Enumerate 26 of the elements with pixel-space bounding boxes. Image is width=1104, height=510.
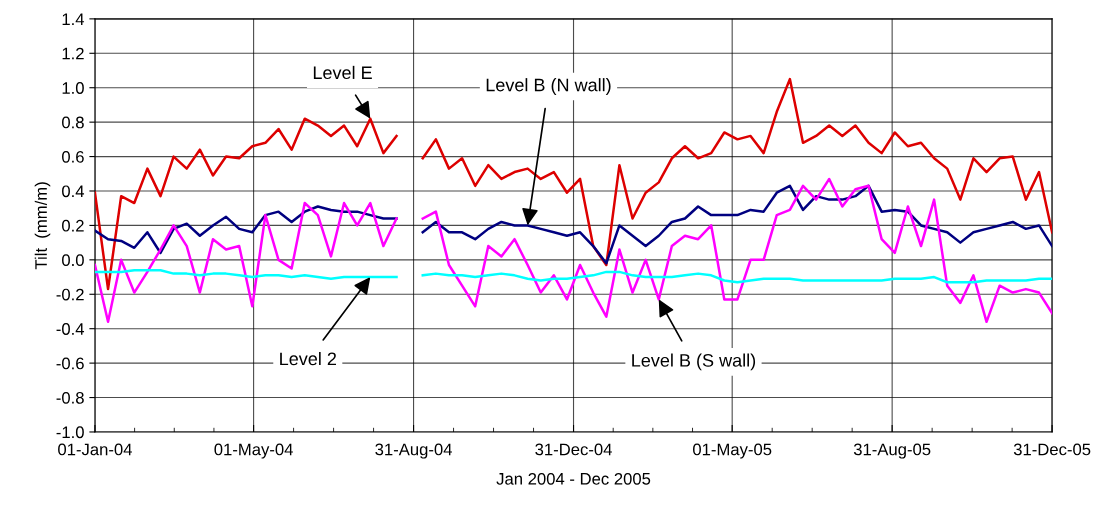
y-tick-label: -0.6 [56, 357, 84, 370]
annotation: Level 2 [280, 351, 336, 366]
y-tick-label: -0.8 [56, 391, 84, 404]
x-tick-label: 01-Jan-04 [58, 443, 132, 456]
annotation: Level B (S wall) [632, 353, 756, 371]
y-tick-label: 1.4 [62, 13, 85, 25]
y-tick-label: 1.2 [62, 47, 84, 60]
y-tick-label: 0.6 [62, 150, 84, 163]
y-tick-label: -0.2 [56, 288, 84, 301]
y-tick-label: -0.4 [56, 323, 85, 335]
annotation: Level B (N wall) [486, 78, 611, 95]
x-tick-label: 01-May-04 [214, 443, 293, 459]
x-tick-label: 31-Aug-05 [853, 443, 931, 459]
x-tick-label: 31-Dec-05 [1013, 443, 1091, 456]
x-tick-label: 01-May-05 [693, 443, 772, 459]
y-tick-label: 0.4 [62, 185, 85, 198]
x-tick-label: 31-Aug-04 [375, 443, 452, 459]
y-axis-title: Tilt (mm/m) [34, 182, 51, 270]
y-tick-label: 0.8 [62, 116, 84, 129]
y-tick-label: 1.0 [62, 82, 84, 94]
y-tick-label: 0.2 [62, 219, 84, 232]
x-tick-label: 31-Dec-04 [535, 443, 612, 456]
y-tick-label: 0.0 [62, 254, 84, 267]
annotation: Level E [313, 65, 372, 80]
y-tick-label: -1.0 [56, 426, 84, 439]
x-axis-title: Jan 2004 - Dec 2005 [496, 472, 651, 485]
